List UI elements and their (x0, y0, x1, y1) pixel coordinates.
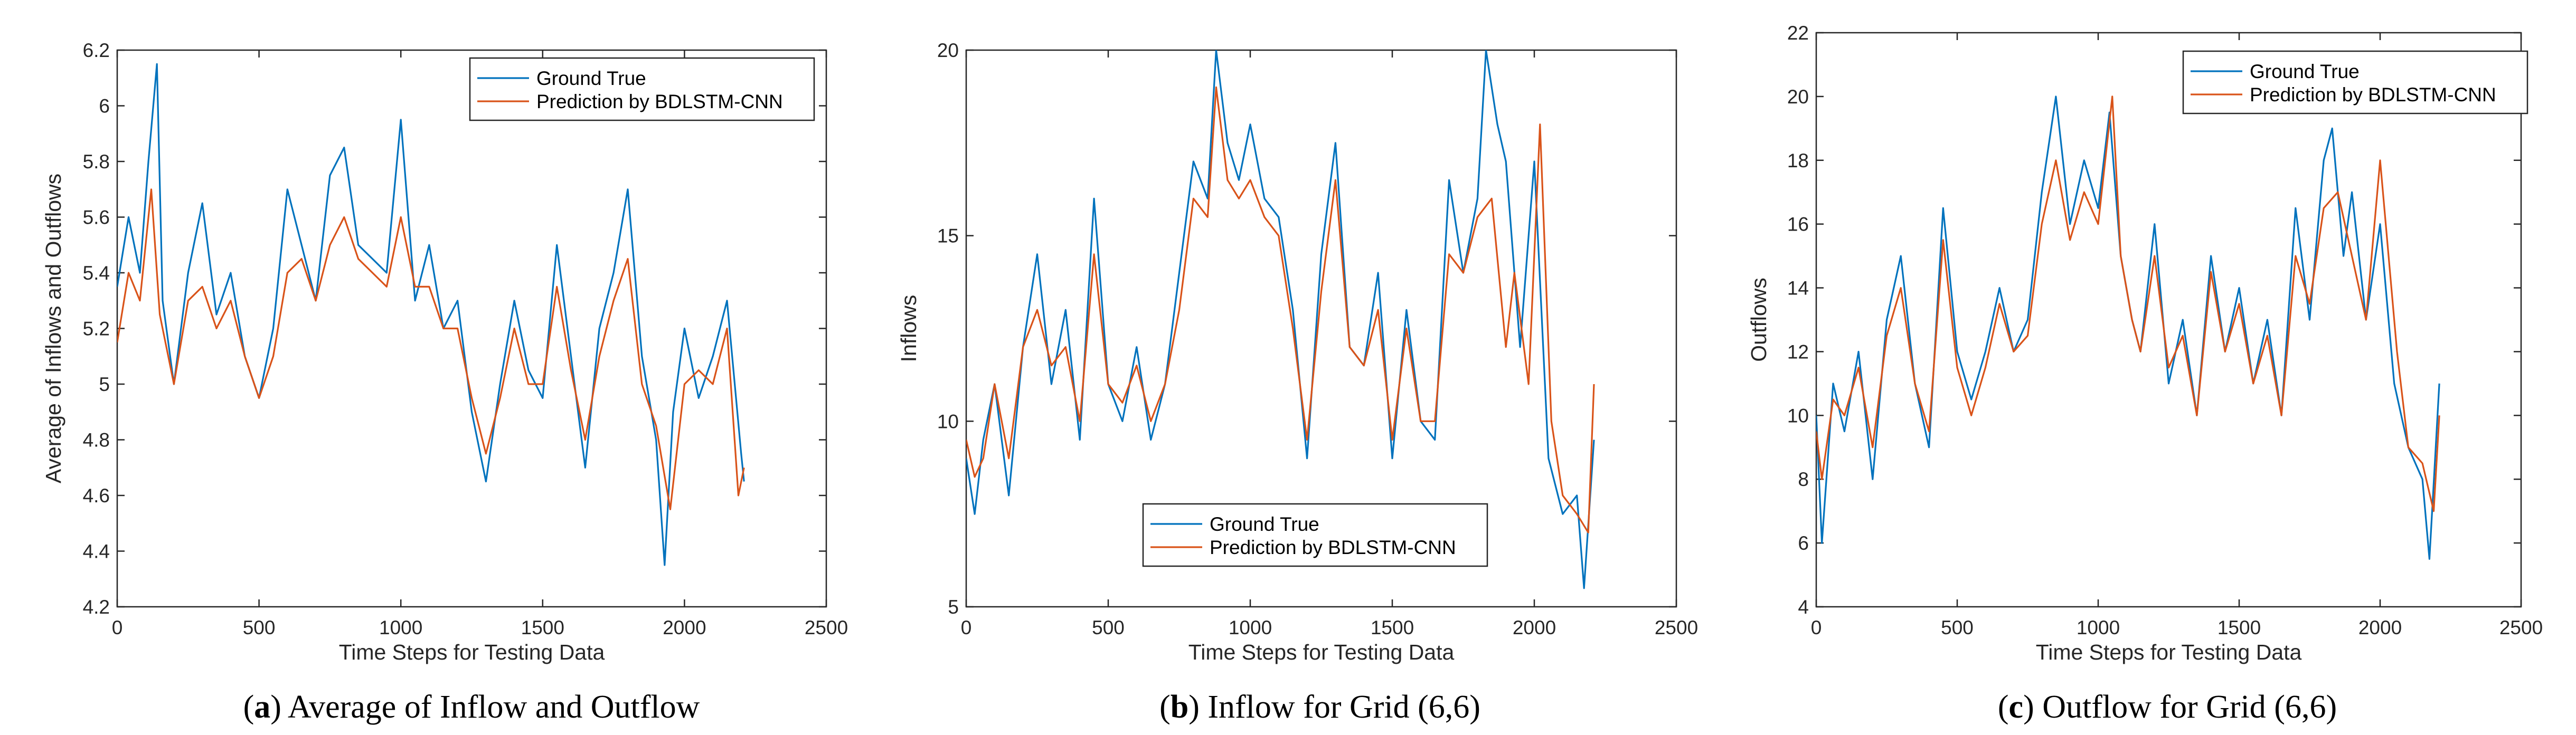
caption-letter: b (1171, 689, 1188, 725)
y-tick-label: 5 (948, 596, 959, 618)
y-tick-label: 20 (937, 40, 959, 61)
x-tick-label: 1500 (1371, 617, 1414, 638)
panel-caption: (c) Outflow for Grid (6,6) (1998, 689, 2337, 725)
x-tick-label: 1000 (379, 617, 422, 638)
x-tick-label: 500 (243, 617, 276, 638)
y-tick-label: 6 (99, 96, 110, 117)
panel-caption: (a) Average of Inflow and Outflow (243, 689, 700, 725)
y-tick-label: 5.2 (83, 318, 110, 340)
plot-area (116, 49, 827, 608)
y-tick-label: 20 (1787, 86, 1809, 108)
caption-open-paren: ( (243, 689, 254, 725)
caption-close-paren: ) (1188, 689, 1207, 725)
x-tick-label: 2500 (1655, 617, 1698, 638)
y-tick-label: 5.4 (83, 262, 110, 284)
x-axis-label: Time Steps for Testing Data (339, 640, 605, 664)
y-tick-label: 5.6 (83, 207, 110, 228)
caption-open-paren: ( (1159, 689, 1171, 725)
panel-b: 0 500 1000 1500 2000 2500 5 10 15 20 Time Steps fo… (897, 40, 1698, 725)
x-tick-label: 1000 (1229, 617, 1272, 638)
caption-letter: c (2009, 689, 2024, 725)
y-axis-label: Average of Inflows and Outflows (41, 174, 65, 483)
legend-box (1142, 503, 1488, 567)
caption-text: Outflow for Grid (6,6) (2042, 689, 2337, 725)
series-line-prediction (1816, 96, 2440, 512)
legend-label-ground-true: Ground True (1210, 513, 1319, 535)
x-tick-label: 2000 (663, 617, 706, 638)
y-tick-label: 6.2 (83, 40, 110, 61)
y-axis-label: Outflows (1747, 278, 1771, 362)
x-tick-label: 0 (961, 617, 972, 638)
x-tick-label: 1500 (2218, 617, 2261, 638)
x-tick-label: 0 (112, 617, 123, 638)
legend-label-ground-true: Ground True (2250, 61, 2360, 82)
x-tick-label: 1500 (521, 617, 564, 638)
caption-text: Inflow for Grid (6,6) (1207, 689, 1480, 725)
y-tick-label: 10 (937, 411, 959, 432)
x-tick-label: 2000 (1513, 617, 1556, 638)
caption-close-paren: ) (270, 689, 288, 725)
y-axis-label: Inflows (897, 295, 921, 362)
y-tick-label: 5 (99, 374, 110, 395)
y-tick-label: 6 (1798, 532, 1809, 554)
y-tick-label: 18 (1787, 150, 1809, 171)
series-line-ground-true (117, 63, 745, 566)
caption-open-paren: ( (1998, 689, 2009, 725)
x-tick-label: 500 (1941, 617, 1974, 638)
x-axis-label: Time Steps for Testing Data (1188, 640, 1455, 664)
y-tick-label: 15 (937, 225, 959, 247)
x-axis-label: Time Steps for Testing Data (2036, 640, 2302, 664)
series-line-ground-true (966, 50, 1595, 589)
x-tick-label: 500 (1092, 617, 1125, 638)
panel-c: 0 500 1000 1500 2000 2500 4 6 8 10 12 14 16 18 20 22 Tim… (1747, 22, 2543, 725)
series-line-prediction (966, 86, 1595, 533)
x-tick-label: 1000 (2077, 617, 2120, 638)
legend-label-ground-true: Ground True (536, 68, 646, 89)
y-tick-label: 4.8 (83, 429, 110, 451)
x-tick-label: 2500 (2499, 617, 2543, 638)
legend-label-prediction: Prediction by BDLSTM-CNN (1210, 537, 1456, 558)
legend-box (2182, 50, 2528, 114)
series-line-prediction (117, 188, 745, 511)
legend-label-prediction: Prediction by BDLSTM-CNN (2250, 84, 2496, 106)
y-tick-label: 12 (1787, 341, 1809, 362)
panel-a: 0 500 1000 1500 2000 2500 4.2 4.4 4.6 4.8 5 5.2 5.4 5… (41, 40, 848, 725)
y-tick-label: 8 (1798, 469, 1809, 490)
x-tick-label: 2500 (805, 617, 848, 638)
caption-text: Average of Inflow and Outflow (288, 689, 700, 725)
y-tick-label: 4 (1798, 596, 1809, 618)
y-tick-label: 14 (1787, 278, 1809, 299)
y-tick-label: 10 (1787, 405, 1809, 426)
x-tick-label: 0 (1811, 617, 1822, 638)
legend-label-prediction: Prediction by BDLSTM-CNN (536, 91, 783, 112)
plot-area (1815, 32, 2522, 608)
y-tick-label: 4.4 (83, 541, 110, 562)
y-tick-label: 4.6 (83, 485, 110, 507)
panel-caption: (b) Inflow for Grid (6,6) (1159, 689, 1480, 725)
y-tick-label: 16 (1787, 214, 1809, 235)
y-tick-label: 22 (1787, 22, 1809, 44)
caption-letter: a (254, 689, 270, 725)
x-tick-label: 2000 (2358, 617, 2402, 638)
y-tick-label: 4.2 (83, 596, 110, 618)
y-tick-label: 5.8 (83, 151, 110, 173)
caption-close-paren: ) (2023, 689, 2042, 725)
legend-box (469, 57, 815, 121)
